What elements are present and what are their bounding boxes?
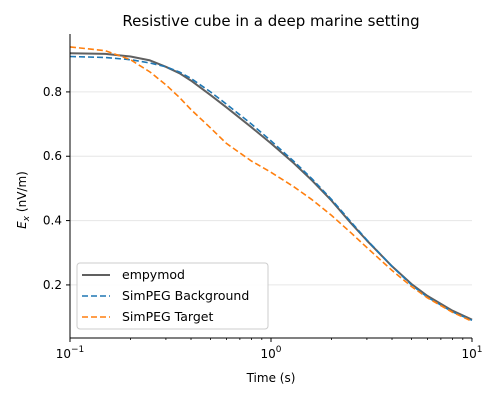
series-line-2 <box>69 46 473 323</box>
gridlines <box>70 91 472 286</box>
x-tick-label: 100 <box>260 345 281 361</box>
y-tick-label: 0.8 <box>43 85 62 99</box>
y-tick-label: 0.2 <box>43 278 62 292</box>
x-axis-label: Time (s) <box>246 371 296 385</box>
legend: empymod SimPEG Background SimPEG Target <box>76 262 269 330</box>
series-lines <box>69 46 473 323</box>
legend-label: SimPEG Background <box>122 288 249 303</box>
ticks: 0.2 0.4 0.6 0.8 10−1 100 101 <box>43 85 483 361</box>
chart-title: Resistive cube in a deep marine setting <box>122 12 419 30</box>
series-line-1 <box>69 55 473 322</box>
legend-box <box>76 262 269 330</box>
x-tick-label: 10−1 <box>56 345 85 361</box>
y-tick-label: 0.6 <box>43 149 62 163</box>
y-axis-label: Ex (nV/m) <box>15 171 32 229</box>
y-axis-label-subscript: x <box>22 215 32 222</box>
legend-label: empymod <box>122 267 185 282</box>
y-tick-label: 0.4 <box>43 214 62 228</box>
x-tick-label: 101 <box>461 345 482 361</box>
y-axis-label-symbol: E <box>15 221 29 229</box>
legend-label: SimPEG Target <box>122 309 213 324</box>
y-axis-label-unit: (nV/m) <box>15 171 29 216</box>
